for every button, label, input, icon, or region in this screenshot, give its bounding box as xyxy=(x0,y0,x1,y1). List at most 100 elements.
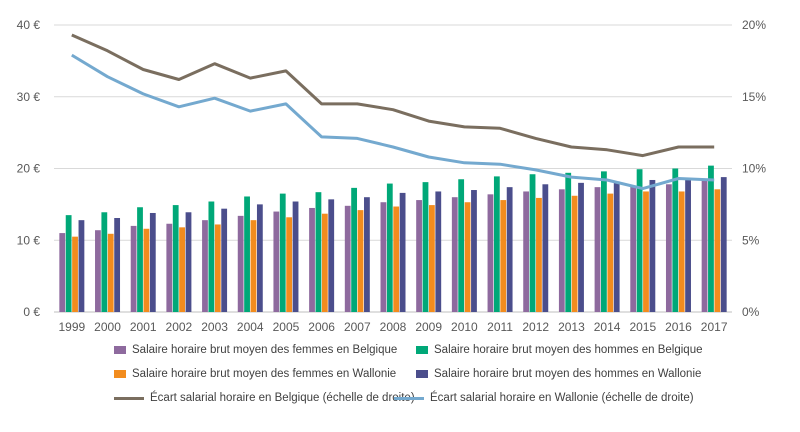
x-tick-label: 2003 xyxy=(201,320,228,334)
series-line xyxy=(71,53,715,191)
x-tick-label: 2007 xyxy=(344,320,371,334)
bar xyxy=(393,206,400,312)
bar xyxy=(386,183,393,312)
bar xyxy=(714,189,721,312)
bar xyxy=(256,204,263,312)
bar xyxy=(565,172,572,312)
bar xyxy=(107,233,114,312)
bar xyxy=(95,230,101,312)
bar xyxy=(149,212,156,312)
bar xyxy=(471,190,477,312)
bar xyxy=(458,179,465,312)
bar xyxy=(678,191,685,312)
bar xyxy=(536,197,542,312)
series-line xyxy=(71,33,715,158)
y-right-tick-label: 15% xyxy=(742,90,766,104)
bar xyxy=(416,200,422,312)
legend-label: Écart salarial horaire en Wallonie (éche… xyxy=(430,392,694,404)
x-tick-label: 2001 xyxy=(130,320,157,334)
bar xyxy=(244,196,250,312)
y-left-tick-label: 30 € xyxy=(17,90,41,104)
x-tick-label: 2006 xyxy=(308,320,335,334)
y-right-tick-label: 10% xyxy=(742,162,766,176)
y-left-tick-label: 20 € xyxy=(17,162,41,176)
legend-swatch xyxy=(114,370,126,378)
x-tick-label: 2004 xyxy=(237,320,264,334)
bar xyxy=(185,212,192,312)
legend-item-hommes-belgique: Salaire horaire brut moyen des hommes en… xyxy=(416,344,702,356)
y-right-tick-label: 5% xyxy=(742,233,760,247)
bar xyxy=(137,207,143,312)
bar xyxy=(292,201,299,312)
bar xyxy=(202,220,208,312)
bar xyxy=(351,187,358,312)
x-tick-label: 2016 xyxy=(665,320,692,334)
bar xyxy=(500,200,507,312)
legend-swatch xyxy=(394,396,424,400)
y-left-tick-label: 10 € xyxy=(17,233,41,247)
bar xyxy=(665,184,672,312)
x-tick-label: 2013 xyxy=(558,320,585,334)
bar xyxy=(214,224,221,312)
bar xyxy=(286,217,293,312)
chart-canvas: 0 € 0% 10 € 5% 20 € 10% 30 € 15% 40 € 20% 1999 2000… xyxy=(17,18,767,334)
bar xyxy=(179,227,185,312)
legend-label: Écart salarial horaire en Belgique (éche… xyxy=(150,392,415,404)
bar xyxy=(558,189,565,312)
legend-swatch xyxy=(114,396,144,400)
bar xyxy=(250,220,257,312)
x-tick-label: 2014 xyxy=(594,320,621,334)
bar xyxy=(143,228,150,312)
bar xyxy=(506,187,513,312)
legend-item-ecart-belgique: Écart salarial horaire en Belgique (éche… xyxy=(114,392,415,404)
bar xyxy=(78,220,85,312)
x-tick-label: 2008 xyxy=(380,320,407,334)
bar xyxy=(685,178,691,312)
bar xyxy=(435,191,442,312)
bar xyxy=(364,197,370,312)
bar xyxy=(422,182,429,312)
bar xyxy=(59,233,66,312)
bar xyxy=(172,205,179,312)
bar xyxy=(130,225,137,312)
legend-item-hommes-wallonie: Salaire horaire brut moyen des hommes en… xyxy=(416,368,701,380)
x-tick-label: 1999 xyxy=(58,320,85,334)
bar xyxy=(493,176,500,312)
x-tick-label: 2015 xyxy=(629,320,656,334)
legend-item-femmes-wallonie: Salaire horaire brut moyen des femmes en… xyxy=(114,368,396,380)
bar xyxy=(672,168,679,312)
legend-label: Salaire horaire brut moyen des hommes en… xyxy=(434,368,702,380)
legend-label: Salaire horaire brut moyen des femmes en… xyxy=(132,368,397,380)
bar xyxy=(357,210,364,312)
x-tick-label: 2011 xyxy=(487,320,513,334)
bar xyxy=(273,211,280,312)
bar xyxy=(523,191,530,312)
bar xyxy=(451,197,458,312)
bar xyxy=(708,165,714,312)
bar xyxy=(607,193,614,312)
bar xyxy=(643,191,649,312)
bar xyxy=(701,180,708,312)
legend-label: Salaire horaire brut moyen des femmes en… xyxy=(132,344,398,356)
bar xyxy=(221,208,228,312)
x-tick-label: 2012 xyxy=(522,320,549,334)
legend-label: Salaire horaire brut moyen des hommes en… xyxy=(434,344,703,356)
bar xyxy=(649,179,656,312)
bar xyxy=(65,215,72,312)
legend-swatch xyxy=(416,370,428,378)
bar xyxy=(542,184,549,312)
y-right-tick-label: 0% xyxy=(742,305,760,319)
bar xyxy=(279,193,286,312)
bar xyxy=(344,205,351,312)
legend-item-femmes-belgique: Salaire horaire brut moyen des femmes en… xyxy=(114,344,397,356)
bar xyxy=(594,187,601,312)
bar xyxy=(315,192,322,312)
bar xyxy=(529,174,536,312)
x-tick-label: 2002 xyxy=(166,320,193,334)
legend-swatch xyxy=(416,346,428,354)
bar xyxy=(166,223,173,312)
bar xyxy=(571,195,578,312)
legend-item-ecart-wallonie: Écart salarial horaire en Wallonie (éche… xyxy=(394,392,694,404)
bar xyxy=(380,202,387,312)
bar xyxy=(328,199,335,312)
